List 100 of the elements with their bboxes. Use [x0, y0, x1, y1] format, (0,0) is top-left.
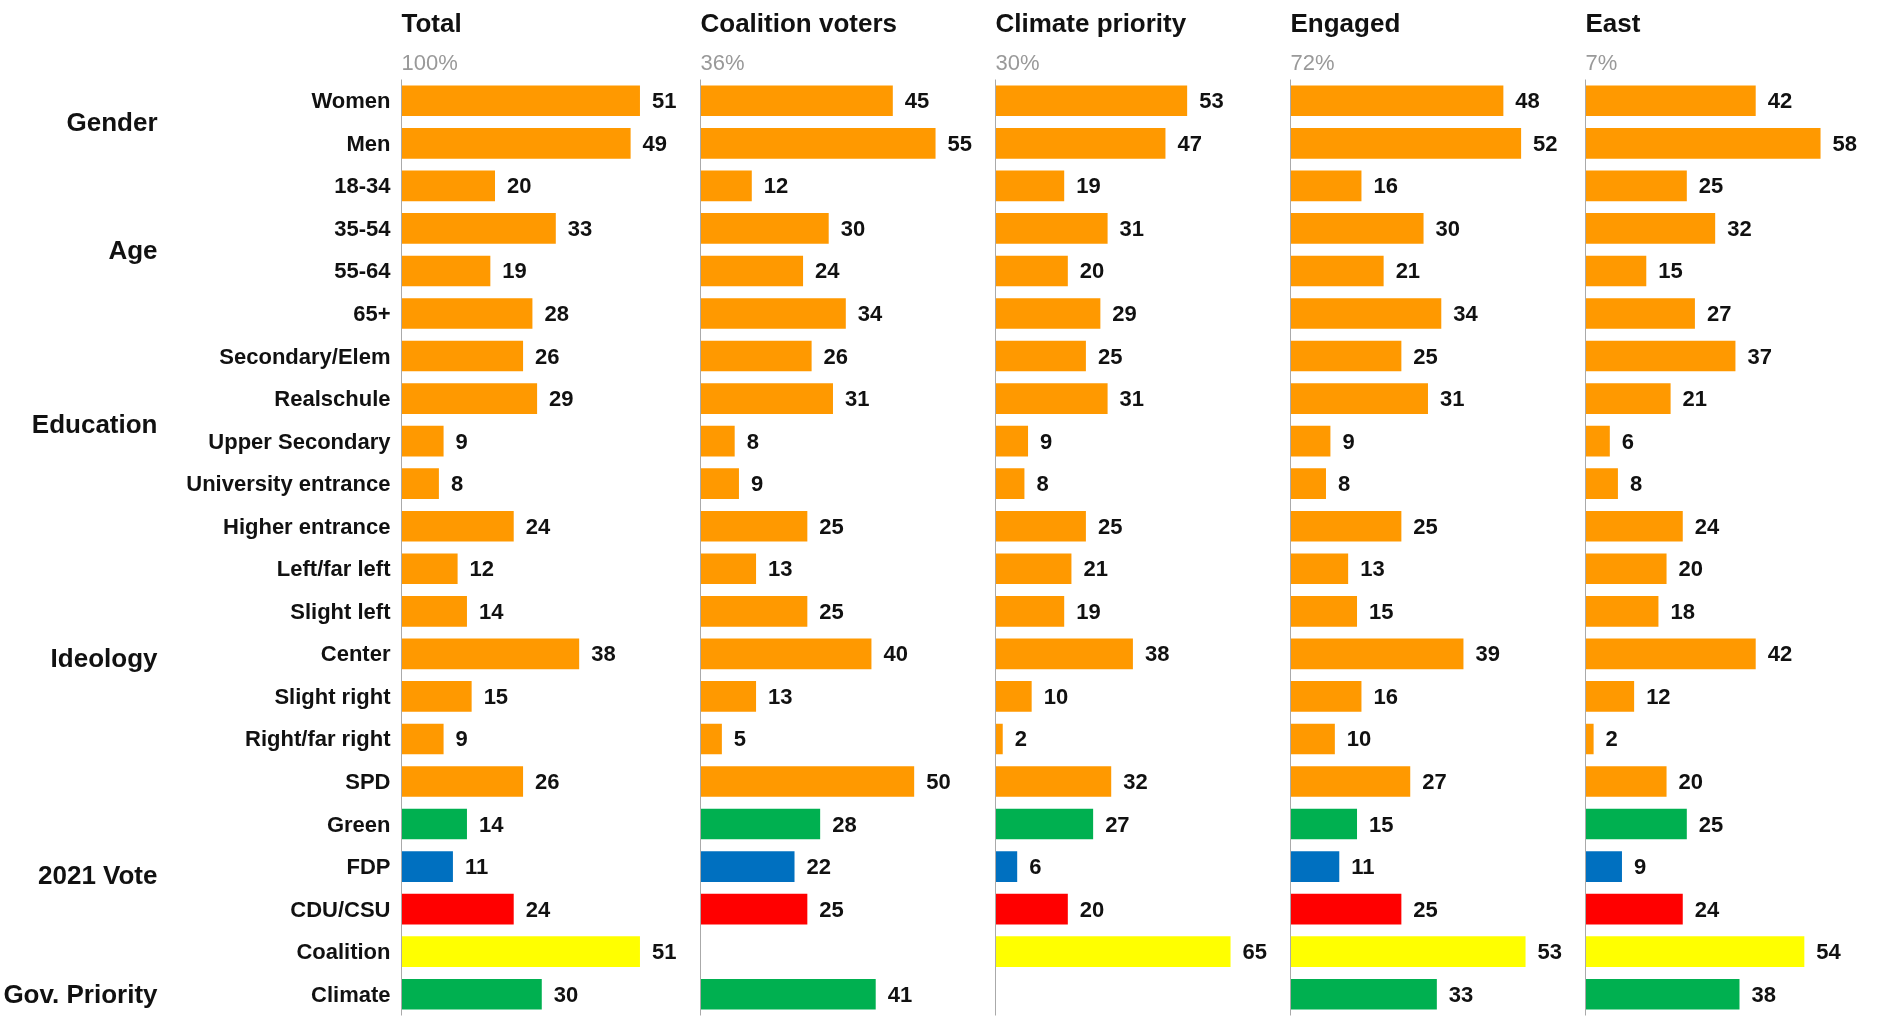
bar [401, 766, 524, 797]
bar [1585, 128, 1821, 159]
bar [1290, 936, 1526, 967]
y-tick-label: Men [346, 130, 391, 156]
bar [1290, 766, 1411, 797]
bar [995, 638, 1133, 670]
bar [1290, 596, 1358, 627]
bar [1290, 808, 1358, 840]
data-label: 50 [926, 769, 951, 794]
bar [401, 936, 640, 967]
bar [995, 510, 1086, 542]
data-label: 20 [1079, 258, 1105, 284]
bar [995, 425, 1029, 457]
bar [1585, 213, 1716, 244]
data-label: 6 [1621, 428, 1635, 454]
y-tick-label: University entrance [186, 471, 391, 497]
bar [995, 85, 1188, 117]
y-tick-label: Women [311, 88, 391, 114]
bar [700, 510, 808, 542]
text: Education [31, 409, 158, 440]
data-label: 42 [1767, 88, 1793, 114]
data-label: 25 [1698, 173, 1724, 199]
data-label: 25 [819, 598, 844, 624]
data-label: 51 [651, 939, 677, 965]
data-label: 8 [450, 471, 464, 497]
data-label: 26 [535, 769, 560, 794]
chart-subtitle: 7% [1585, 49, 1618, 75]
bar [1585, 383, 1671, 414]
data-label: 52 [1533, 130, 1558, 156]
chart-title: Coalition voters [700, 7, 897, 38]
bar [1290, 383, 1428, 414]
bar [1290, 510, 1402, 542]
y-tick-label: Secondary/Elem [219, 343, 391, 369]
data-label: 49 [642, 130, 668, 156]
y-tick-label: 35-54 [334, 215, 392, 241]
chart-subtitle: 36% [700, 49, 745, 75]
chart-title: East [1585, 7, 1641, 38]
bar [401, 723, 444, 755]
bar [401, 893, 514, 925]
bar [1290, 468, 1326, 499]
data-label: 13 [1360, 556, 1385, 582]
data-label: 39 [1475, 641, 1500, 667]
data-label: 31 [1119, 386, 1145, 412]
data-label: 27 [1706, 301, 1732, 326]
data-label: 21 [1395, 258, 1421, 284]
bar [700, 596, 808, 627]
data-label: 54 [1816, 939, 1842, 965]
data-label: 25 [1097, 343, 1123, 369]
y-tick-label: SPD [345, 769, 391, 794]
bar [995, 468, 1025, 499]
y-tick-label: CDU/CSU [290, 896, 391, 922]
bar [401, 681, 472, 712]
chart-title: Engaged [1290, 7, 1401, 38]
bar [700, 383, 833, 414]
data-label: 25 [819, 513, 844, 539]
data-label: 15 [1369, 598, 1394, 624]
bar [995, 893, 1068, 925]
data-label: 27 [1422, 769, 1447, 794]
data-label: 19 [1076, 598, 1101, 624]
bar [700, 213, 829, 244]
data-label: 20 [1678, 556, 1704, 582]
data-label: 34 [1453, 301, 1479, 326]
bar [401, 638, 580, 670]
bar [700, 255, 804, 287]
bar [995, 340, 1086, 372]
data-label: 32 [1123, 769, 1148, 794]
bar [401, 851, 453, 882]
data-label: 38 [1751, 981, 1776, 1007]
data-label: 29 [1112, 301, 1137, 326]
data-label: 5 [733, 726, 747, 752]
text: Age [108, 234, 158, 265]
y-tick-label: Realschule [274, 386, 391, 412]
bar [995, 596, 1065, 627]
bar [1290, 893, 1402, 925]
y-tick-label: Left/far left [276, 556, 392, 582]
data-label: 24 [525, 513, 551, 539]
bar [700, 340, 812, 372]
data-label: 30 [1435, 215, 1461, 241]
bar [995, 723, 1003, 755]
bar [700, 723, 722, 755]
data-label: 18 [1670, 598, 1695, 624]
bar [401, 425, 444, 457]
data-label: 48 [1515, 88, 1540, 114]
bar [1290, 170, 1362, 202]
data-label: 6 [1029, 854, 1042, 880]
y-tick-label: Slight right [274, 683, 392, 709]
y-tick-label: Climate [311, 981, 391, 1007]
bar [995, 681, 1032, 712]
y-tick-label: FDP [346, 854, 391, 880]
data-label: 22 [806, 854, 831, 880]
bar [995, 808, 1094, 840]
bar [401, 298, 533, 329]
bar [401, 510, 514, 542]
bar [1585, 681, 1635, 712]
y-tick-label: Higher entrance [223, 513, 391, 539]
data-label: 25 [1413, 513, 1438, 539]
data-label: 25 [1413, 896, 1438, 922]
bar [401, 255, 491, 287]
bar [995, 213, 1108, 244]
bar [1290, 298, 1442, 329]
